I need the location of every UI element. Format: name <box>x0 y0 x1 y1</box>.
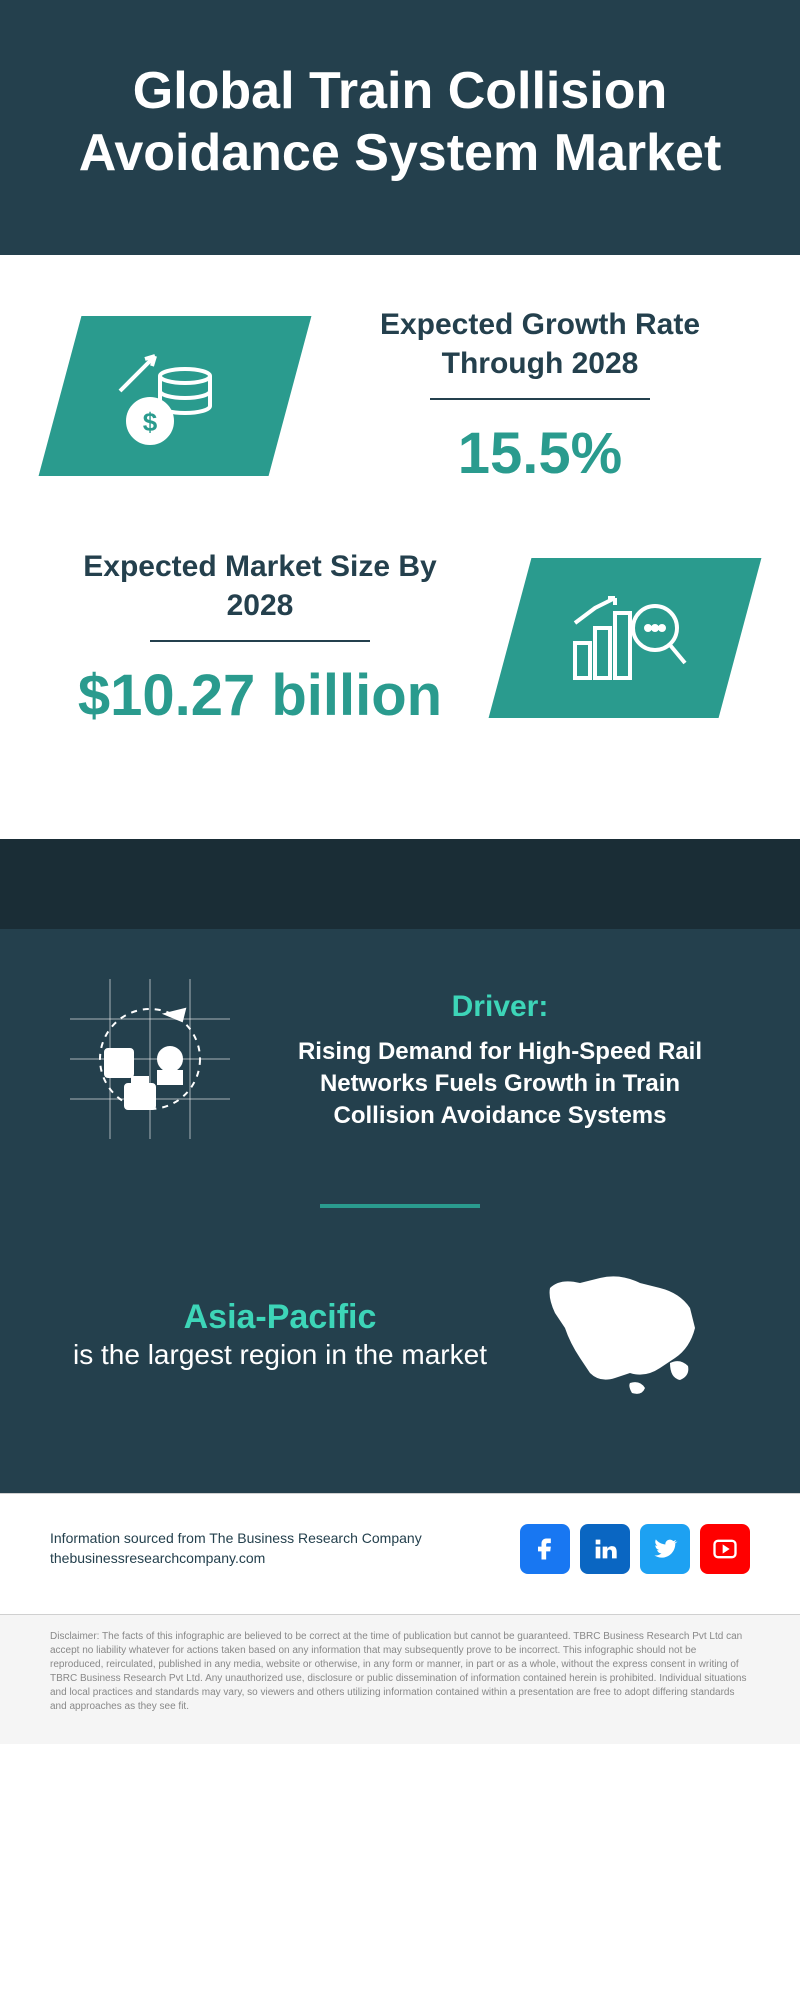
region-row: Asia-Pacific is the largest region in th… <box>0 1238 800 1453</box>
asia-map-icon <box>530 1258 730 1413</box>
growth-value: 15.5% <box>340 420 740 487</box>
driver-row: Driver: Rising Demand for High-Speed Rai… <box>0 929 800 1174</box>
disclaimer: Disclaimer: The facts of this infographi… <box>0 1614 800 1744</box>
header: Global Train Collision Avoidance System … <box>0 0 800 255</box>
driver-description: Rising Demand for High-Speed Rail Networ… <box>270 1036 730 1133</box>
source-line2: thebusinessresearchcompany.com <box>50 1549 422 1569</box>
region-text: Asia-Pacific is the largest region in th… <box>70 1298 490 1373</box>
dark-section: Driver: Rising Demand for High-Speed Rai… <box>0 839 800 1493</box>
region-name: Asia-Pacific <box>70 1298 490 1337</box>
market-text: Expected Market Size By 2028 $10.27 bill… <box>60 547 460 729</box>
skyline-graphic <box>0 839 800 929</box>
page-title: Global Train Collision Avoidance System … <box>50 60 750 185</box>
linkedin-icon[interactable] <box>580 1524 630 1574</box>
chart-analysis-icon <box>560 583 690 693</box>
driver-label: Driver: <box>270 990 730 1024</box>
region-description: is the largest region in the market <box>70 1337 490 1373</box>
facebook-icon[interactable] <box>520 1524 570 1574</box>
youtube-icon[interactable] <box>700 1524 750 1574</box>
market-size-row: Expected Market Size By 2028 $10.27 bill… <box>60 547 740 729</box>
stats-section: $ Expected Growth Rate Through 2028 15.5… <box>0 255 800 839</box>
growth-rate-row: $ Expected Growth Rate Through 2028 15.5… <box>60 305 740 487</box>
growth-label: Expected Growth Rate Through 2028 <box>340 305 740 383</box>
driver-icon-container <box>70 979 230 1144</box>
network-icon <box>70 979 230 1139</box>
growth-icon-box: $ <box>39 316 312 476</box>
market-label: Expected Market Size By 2028 <box>60 547 460 625</box>
footer-top: Information sourced from The Business Re… <box>50 1524 750 1594</box>
source-line1: Information sourced from The Business Re… <box>50 1529 422 1549</box>
social-icons <box>520 1524 750 1574</box>
svg-text:$: $ <box>143 407 158 437</box>
source-text: Information sourced from The Business Re… <box>50 1529 422 1568</box>
twitter-icon[interactable] <box>640 1524 690 1574</box>
divider <box>150 640 370 642</box>
growth-text: Expected Growth Rate Through 2028 15.5% <box>340 305 740 487</box>
footer: Information sourced from The Business Re… <box>0 1493 800 1614</box>
market-value: $10.27 billion <box>60 662 460 729</box>
section-divider <box>320 1204 480 1208</box>
market-icon-box <box>489 558 762 718</box>
divider <box>430 398 650 400</box>
money-growth-icon: $ <box>110 341 240 451</box>
driver-text: Driver: Rising Demand for High-Speed Rai… <box>270 990 730 1133</box>
